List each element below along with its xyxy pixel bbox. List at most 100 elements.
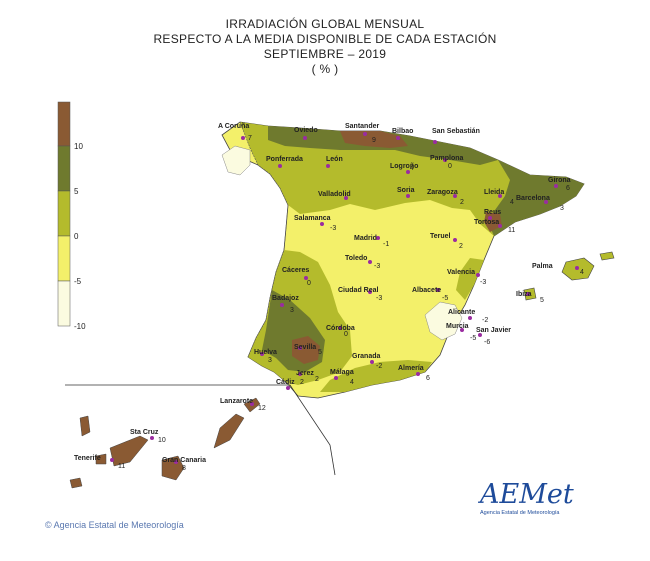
svg-text:Ciudad Real: Ciudad Real <box>338 287 379 294</box>
svg-text:Granada: Granada <box>352 353 381 360</box>
menorca-island <box>599 251 615 261</box>
svg-text:Sevilla: Sevilla <box>294 344 316 351</box>
station-madrid: Madrid -1 <box>354 235 389 248</box>
contour-0-5-east <box>456 258 484 300</box>
svg-text:-3: -3 <box>376 295 382 302</box>
station-teruel: Teruel 2 <box>430 233 463 250</box>
station-granada: Granada -2 <box>352 353 382 370</box>
svg-text:Palma: Palma <box>532 263 553 270</box>
svg-text:6: 6 <box>426 375 430 382</box>
svg-text:12: 12 <box>258 405 266 412</box>
station-murcia: Murcia-5 <box>446 323 476 342</box>
svg-text:4: 4 <box>580 269 584 276</box>
legend-tick-5: 5 <box>74 187 79 196</box>
svg-text:0: 0 <box>307 280 311 287</box>
station-malaga: Málaga 4 <box>330 369 354 386</box>
legend-swatch-0-5 <box>57 190 71 237</box>
station-palma: Palma 4 <box>532 263 584 276</box>
svg-text:7: 7 <box>248 135 252 142</box>
station-lleida: Lleida 4 <box>484 189 514 206</box>
station-valladolid: Valladolid <box>318 191 351 200</box>
svg-text:3: 3 <box>560 205 564 212</box>
island-gran-canaria <box>161 455 185 481</box>
station-salamanca: Salamanca -3 <box>294 215 336 232</box>
svg-text:11: 11 <box>508 227 515 234</box>
aemet-logo-mark: AEMet <box>480 479 574 510</box>
svg-text:Alicante: Alicante <box>448 309 475 316</box>
copyright-text: © Agencia Estatal de Meteorología <box>45 520 184 530</box>
svg-text:Salamanca: Salamanca <box>294 215 331 222</box>
svg-text:San Sebastián: San Sebastián <box>432 128 480 135</box>
svg-text:León: León <box>326 156 343 163</box>
svg-text:4: 4 <box>410 165 414 172</box>
svg-text:5: 5 <box>318 349 322 356</box>
svg-text:Lleida: Lleida <box>484 189 504 196</box>
svg-text:2: 2 <box>315 376 319 383</box>
svg-text:5: 5 <box>540 297 544 304</box>
island-fuerteventura <box>213 413 245 449</box>
station-alicante: Alicante -2 <box>448 309 488 324</box>
station-lanzarote: Lanzarote 12 <box>220 398 266 412</box>
svg-text:Barcelona: Barcelona <box>516 195 550 202</box>
contour-below-minus5-murcia <box>424 301 463 341</box>
station-reus: Reus <box>484 209 501 220</box>
svg-text:Toledo: Toledo <box>345 255 367 262</box>
svg-text:Santander: Santander <box>345 123 380 130</box>
legend: 10 5 0 -5 -10 <box>57 101 86 331</box>
station-toledo: Toledo -3 <box>345 255 380 270</box>
svg-text:Córdoba: Córdoba <box>326 325 355 332</box>
station-san-sebastian: San Sebastián <box>432 128 480 144</box>
station-tortosa: Tortosa 11 <box>474 219 515 234</box>
svg-text:4: 4 <box>350 379 354 386</box>
canary-inset-frame <box>65 384 336 476</box>
station-ibiza: Ibiza 5 <box>516 291 544 304</box>
legend-swatch-above-10 <box>57 101 71 147</box>
svg-text:Madrid: Madrid <box>354 235 377 242</box>
svg-text:-5: -5 <box>470 335 476 342</box>
svg-text:Badajoz: Badajoz <box>272 295 299 302</box>
svg-text:Reus: Reus <box>484 209 501 216</box>
svg-text:-5: -5 <box>442 295 448 302</box>
station-valencia: Valencia -3 <box>447 269 486 286</box>
island-tenerife <box>109 435 149 467</box>
map-title-line2: RESPECTO A LA MEDIA DISPONIBLE DE CADA E… <box>153 32 497 46</box>
svg-text:A Coruña: A Coruña <box>218 123 249 130</box>
svg-text:2: 2 <box>300 379 304 386</box>
svg-text:-2: -2 <box>482 317 488 324</box>
svg-text:-3: -3 <box>374 263 380 270</box>
svg-text:4: 4 <box>510 199 514 206</box>
svg-text:0: 0 <box>448 163 452 170</box>
svg-text:Málaga: Málaga <box>330 369 354 376</box>
legend-swatch-5-10 <box>57 145 71 192</box>
svg-text:San Javier: San Javier <box>476 327 511 334</box>
station-ciudad-real: Ciudad Real-3 <box>338 287 382 302</box>
svg-text:Jerez: Jerez <box>296 370 314 377</box>
station-soria: Soria <box>397 187 415 198</box>
station-san-javier: San Javier -6 <box>476 327 511 346</box>
svg-text:Murcia: Murcia <box>446 323 469 330</box>
legend-tick-minus5: -5 <box>74 277 82 286</box>
contour-0-5-south <box>320 360 432 392</box>
island-la-palma <box>79 415 91 437</box>
station-cadiz: Cádiz 2 <box>276 379 304 390</box>
svg-text:Tortosa: Tortosa <box>474 219 499 226</box>
svg-text:Lanzarote: Lanzarote <box>220 398 253 405</box>
svg-text:Cádiz: Cádiz <box>276 379 295 386</box>
svg-text:-6: -6 <box>484 339 490 346</box>
station-caceres: Cáceres 0 <box>282 267 311 287</box>
contour-below-minus5-galicia <box>221 145 251 176</box>
station-oviedo: Oviedo <box>294 127 318 140</box>
station-ponferrada: Ponferrada <box>266 156 303 168</box>
svg-text:2: 2 <box>459 243 463 250</box>
station-badajoz: Badajoz 3 <box>272 295 299 314</box>
